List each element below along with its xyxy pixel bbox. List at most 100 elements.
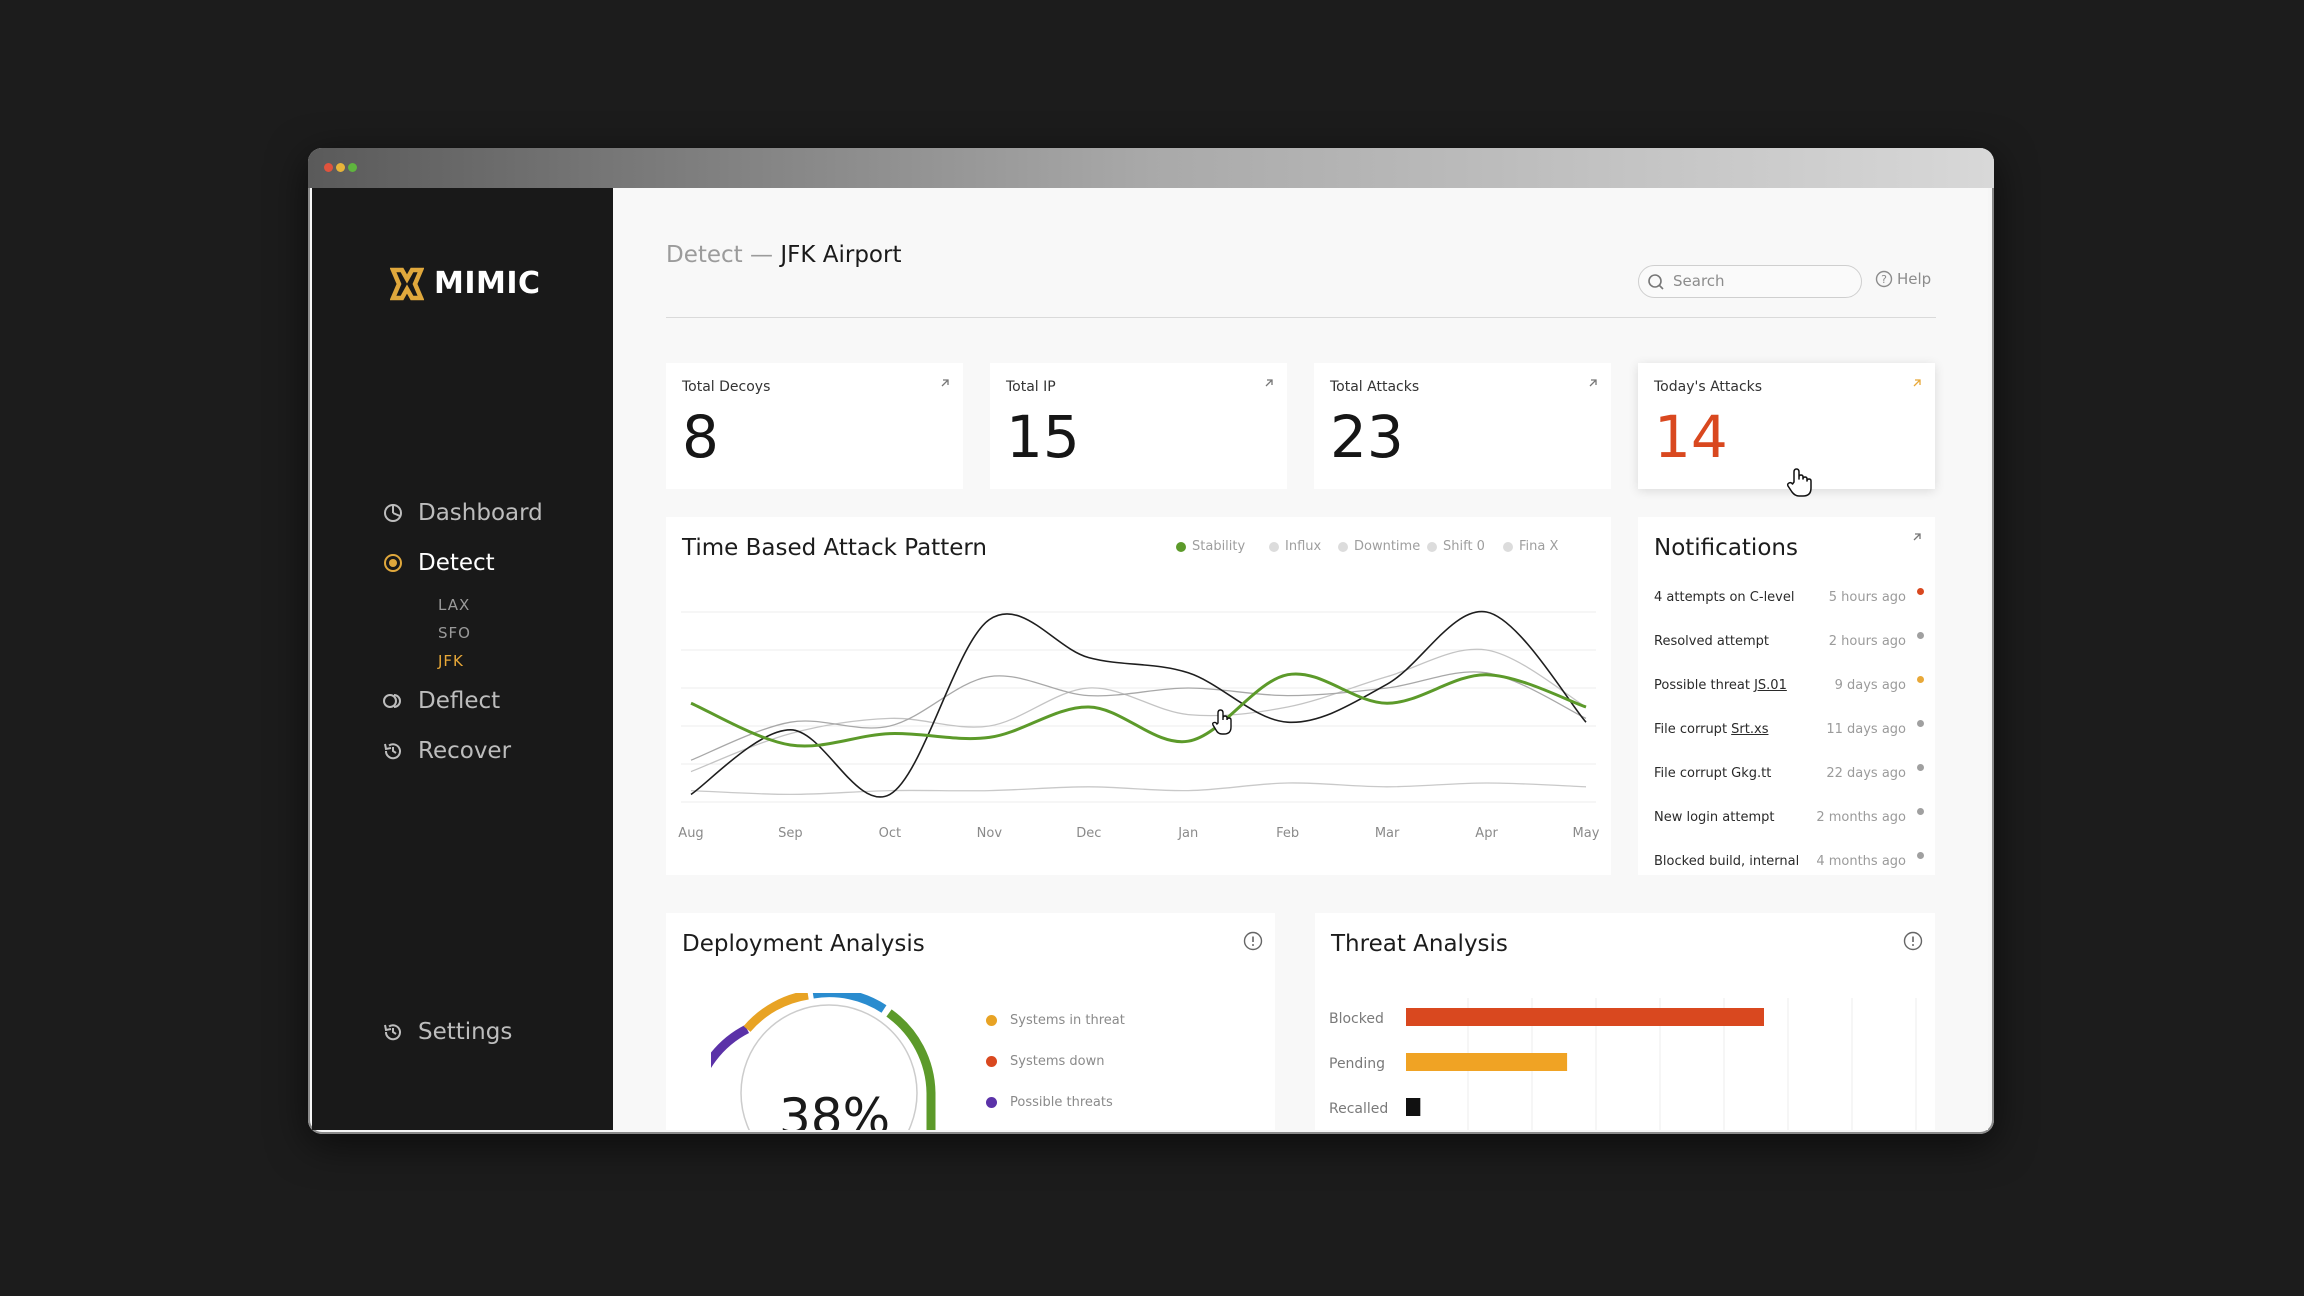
legend-swatch bbox=[986, 1015, 997, 1026]
expand-arrow-icon[interactable] bbox=[1911, 377, 1923, 389]
legend-label: Stability bbox=[1192, 539, 1246, 554]
notification-text: New login attempt bbox=[1654, 810, 1775, 825]
series-line-downtime[interactable] bbox=[690, 671, 1587, 761]
legend-item-downtime[interactable]: Downtime bbox=[1338, 539, 1420, 554]
bar-label-blocked: Blocked bbox=[1329, 1011, 1384, 1027]
expand-arrow-icon[interactable] bbox=[1587, 377, 1599, 389]
donut-segment-green bbox=[886, 1009, 936, 1130]
title-bar bbox=[308, 148, 1994, 188]
sub-item-jfk[interactable]: JFK bbox=[438, 652, 464, 670]
stat-card-total-ip[interactable]: Total IP 15 bbox=[990, 363, 1287, 489]
hand-cursor-icon bbox=[1786, 468, 1812, 497]
header-divider bbox=[666, 317, 1936, 318]
legend-item-fina-x[interactable]: Fina X bbox=[1503, 539, 1558, 554]
status-dot bbox=[1917, 852, 1924, 859]
svg-text:?: ? bbox=[1881, 273, 1887, 286]
stat-label: Total Attacks bbox=[1330, 379, 1420, 395]
legend-label: Fina X bbox=[1519, 539, 1559, 554]
nav-dashboard[interactable]: Dashboard bbox=[382, 500, 543, 526]
donut-segment-amber bbox=[743, 993, 809, 1032]
mimic-logo-icon bbox=[390, 267, 424, 300]
x-tick-label: Sep bbox=[778, 826, 803, 841]
info-icon[interactable] bbox=[1243, 931, 1263, 951]
legend-label: Influx bbox=[1285, 539, 1322, 554]
stat-label: Total IP bbox=[1006, 379, 1056, 395]
x-tick-label: Jan bbox=[1177, 826, 1198, 841]
help-button[interactable]: ? Help bbox=[1875, 270, 1931, 288]
search-icon bbox=[1648, 274, 1664, 290]
notification-link[interactable]: Srt.xs bbox=[1731, 722, 1769, 737]
help-label: Help bbox=[1897, 270, 1932, 288]
minimize-window-button[interactable] bbox=[336, 163, 345, 172]
series-line-stability[interactable] bbox=[690, 672, 1587, 748]
legend-item-possible-threats[interactable]: Possible threats bbox=[986, 1095, 1113, 1110]
x-tick-label: May bbox=[1573, 826, 1600, 841]
nav-deflect[interactable]: Deflect bbox=[382, 688, 500, 714]
panel-title: Time Based Attack Pattern bbox=[682, 535, 987, 561]
nav-detect[interactable]: Detect bbox=[382, 550, 495, 576]
toggle-icon bbox=[383, 694, 401, 708]
deployment-panel: Deployment Analysis 38% Systems in threa… bbox=[666, 913, 1275, 1130]
nav-settings[interactable]: Settings bbox=[382, 1019, 512, 1045]
legend-item-systems-in-threat[interactable]: Systems in threat bbox=[986, 1013, 1125, 1028]
legend-label: Possible threats bbox=[1010, 1095, 1113, 1110]
notification-text: Blocked build, internal bbox=[1654, 854, 1800, 869]
legend-item-stability[interactable]: Stability bbox=[1176, 539, 1245, 554]
maximize-window-button[interactable] bbox=[348, 163, 357, 172]
logo[interactable]: MIMIC bbox=[390, 266, 541, 301]
stat-card-total-attacks[interactable]: Total Attacks 23 bbox=[1314, 363, 1611, 489]
expand-arrow-icon[interactable] bbox=[1911, 531, 1923, 543]
status-dot bbox=[1917, 808, 1924, 815]
bar-recalled[interactable] bbox=[1406, 1098, 1421, 1116]
legend-item-shift-0[interactable]: Shift 0 bbox=[1427, 539, 1485, 554]
nav-detect-label: Detect bbox=[418, 550, 495, 576]
help-icon: ? bbox=[1875, 270, 1893, 288]
legend-swatch bbox=[1338, 541, 1348, 552]
bar-blocked[interactable] bbox=[1406, 1008, 1764, 1026]
legend-item-systems-down[interactable]: Systems down bbox=[986, 1054, 1104, 1069]
stat-label: Total Decoys bbox=[682, 379, 771, 395]
stat-card-total-decoys[interactable]: Total Decoys 8 bbox=[666, 363, 963, 489]
legend-item-influx[interactable]: Influx bbox=[1269, 539, 1321, 554]
series-line-shift-0[interactable] bbox=[690, 648, 1587, 773]
close-window-button[interactable] bbox=[324, 163, 333, 172]
search-input[interactable] bbox=[1671, 271, 1855, 291]
bar-pending[interactable] bbox=[1406, 1053, 1568, 1071]
stat-card-todays-attacks[interactable]: Today's Attacks 14 bbox=[1638, 363, 1935, 497]
stat-value: 14 bbox=[1654, 403, 1728, 471]
series-line-influx[interactable] bbox=[690, 610, 1587, 798]
breadcrumb-section[interactable]: Detect — bbox=[666, 242, 774, 268]
panel-title: Notifications bbox=[1654, 535, 1798, 561]
legend-swatch bbox=[1503, 541, 1513, 552]
expand-arrow-icon[interactable] bbox=[939, 377, 951, 389]
threat-panel: Threat Analysis Blocked Pending Recalled bbox=[1315, 913, 1935, 1130]
info-icon[interactable] bbox=[1903, 931, 1923, 951]
x-tick-label: Feb bbox=[1276, 826, 1299, 841]
nav-recover[interactable]: Recover bbox=[382, 738, 511, 764]
search-box[interactable] bbox=[1638, 265, 1862, 298]
legend-swatch bbox=[986, 1056, 997, 1067]
notification-time: 2 hours ago bbox=[1828, 634, 1906, 649]
nav-settings-label: Settings bbox=[418, 1019, 513, 1045]
status-dot bbox=[1917, 720, 1924, 727]
main-content: Detect — JFK Airport ? Help Total Decoys… bbox=[613, 188, 1988, 1130]
x-tick-label: Aug bbox=[678, 826, 703, 841]
sub-item-lax[interactable]: LAX bbox=[438, 596, 471, 614]
legend-swatch bbox=[1269, 541, 1279, 552]
legend-label: Systems down bbox=[1010, 1054, 1105, 1069]
pie-chart-icon bbox=[384, 504, 402, 522]
expand-arrow-icon[interactable] bbox=[1263, 377, 1275, 389]
deployment-percent: 38% bbox=[779, 1088, 891, 1130]
x-tick-label: Apr bbox=[1475, 826, 1498, 841]
bar-label-pending: Pending bbox=[1329, 1056, 1385, 1072]
sub-item-sfo[interactable]: SFO bbox=[438, 624, 471, 642]
app-window: MIMIC Dashboard Detect LAX SFO JFK Defle… bbox=[308, 148, 1994, 1134]
notification-text: 4 attempts on C-level bbox=[1654, 590, 1795, 605]
target-icon bbox=[384, 554, 402, 572]
notification-link[interactable]: JS.01 bbox=[1754, 678, 1787, 693]
series-line-fina-x[interactable] bbox=[690, 782, 1587, 796]
notification-time: 5 hours ago bbox=[1828, 590, 1906, 605]
deployment-donut bbox=[711, 993, 936, 1130]
legend-label: Downtime bbox=[1354, 539, 1421, 554]
stat-value: 8 bbox=[682, 403, 719, 471]
